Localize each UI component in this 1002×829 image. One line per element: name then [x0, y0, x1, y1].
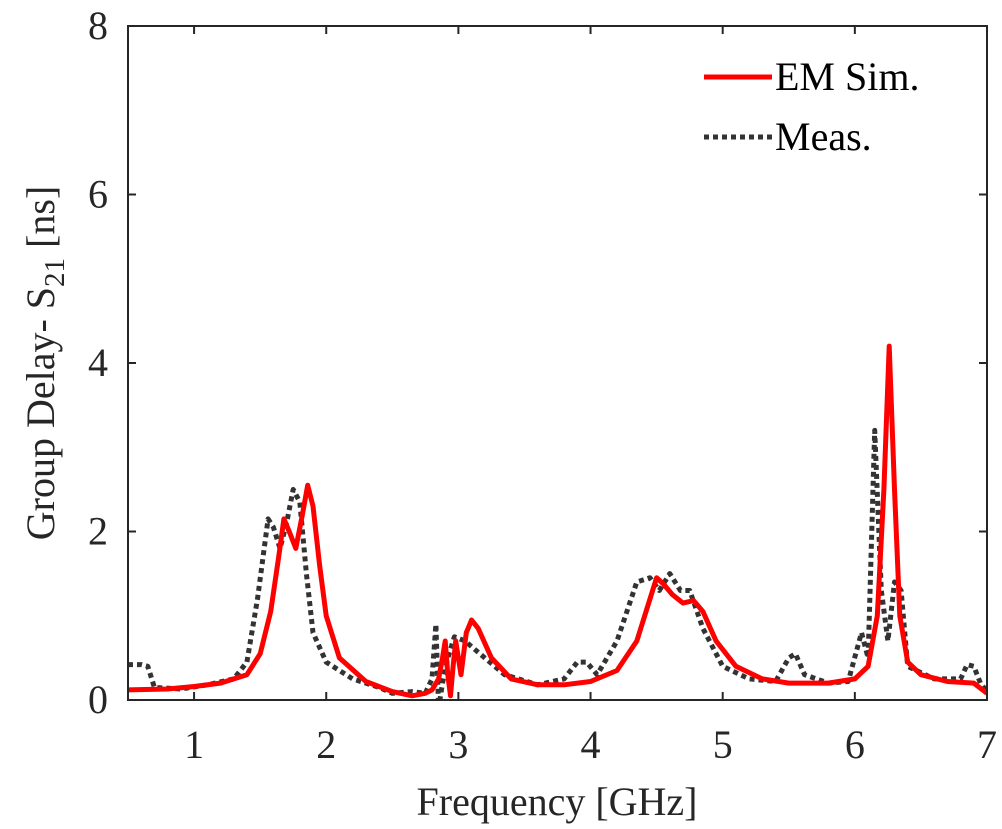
y-tick-label: 8 [88, 3, 108, 48]
y-tick-label: 0 [88, 677, 108, 722]
x-tick-label: 7 [977, 722, 997, 767]
x-tick-label: 4 [581, 722, 601, 767]
y-tick-label: 2 [88, 509, 108, 554]
x-axis-label: Frequency [GHz] [417, 779, 698, 824]
legend-label-em-sim: EM Sim. [775, 54, 919, 99]
x-tick-label: 5 [713, 722, 733, 767]
y-axis-label: Group Delay- S21 [ns] [18, 186, 71, 541]
series-line-meas [128, 427, 987, 700]
y-axis-label-prefix: Group Delay- S [18, 287, 63, 540]
ticks-layer: 1 2 3 4 5 6 7 0 2 4 6 8 [88, 3, 997, 767]
x-tick-label: 2 [316, 722, 336, 767]
legend-label-meas: Meas. [775, 114, 872, 159]
y-tick-label: 6 [88, 172, 108, 217]
x-tick-label: 6 [845, 722, 865, 767]
y-axis-label-subscript: 21 [39, 258, 71, 287]
legend: EM Sim. Meas. [704, 54, 919, 159]
series-line-em-sim [128, 343, 987, 699]
y-axis-label-suffix: [ns] [18, 186, 63, 258]
x-tick-label: 1 [184, 722, 204, 767]
y-tick-label: 4 [88, 340, 108, 385]
series-layer [128, 343, 987, 700]
x-tick-label: 3 [448, 722, 468, 767]
